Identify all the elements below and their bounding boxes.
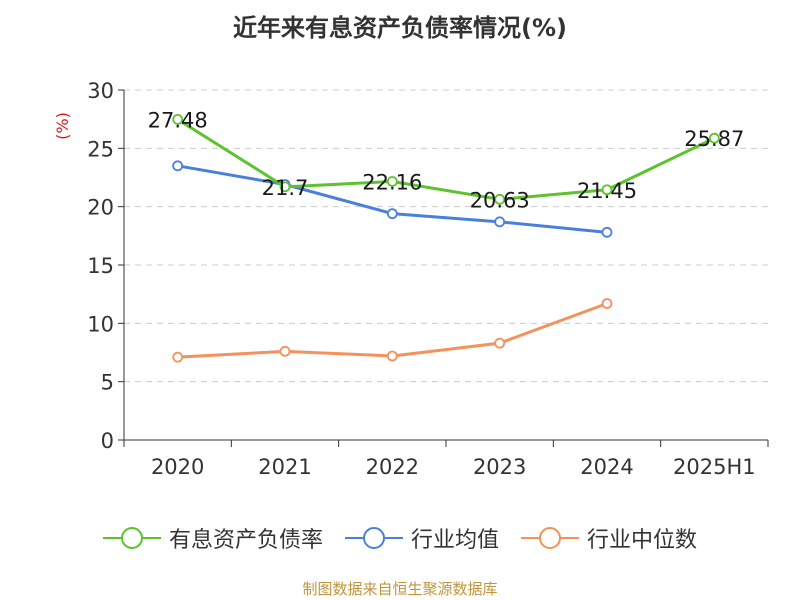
data-label: 27.48: [148, 108, 208, 132]
y-tick-label: 30: [87, 79, 114, 103]
data-point: [601, 226, 613, 238]
y-tick-label: 25: [87, 137, 114, 161]
data-point: [601, 298, 613, 309]
legend-label: 行业中位数: [587, 528, 698, 553]
x-tick-label: 2020: [151, 455, 204, 479]
series-line-0: [176, 118, 715, 201]
data-point: [494, 337, 506, 349]
legend-item[interactable]: 有息资产负债率: [102, 522, 323, 554]
x-tick-label: 2025H1: [673, 455, 756, 479]
data-point: [386, 176, 398, 187]
series-line-2: [177, 302, 608, 359]
data-point: [172, 160, 184, 172]
x-tick-label: 2023: [473, 455, 526, 479]
data-label: 25.87: [684, 127, 744, 151]
legend: 有息资产负债率 行业均值 行业中位数: [0, 518, 800, 558]
chart-title: 近年来有息资产负债率情况(%): [233, 14, 567, 42]
y-axis-label: (%): [53, 112, 72, 140]
legend-symbol: [102, 526, 161, 550]
data-label: 20.63: [470, 188, 530, 212]
y-tick-label: 5: [101, 371, 114, 395]
legend-item[interactable]: 行业中位数: [521, 522, 697, 554]
data-point: [708, 132, 720, 144]
source-note: 制图数据来自恒生聚源数据库: [302, 580, 498, 598]
x-tick-label: 2021: [258, 455, 311, 479]
x-tick-label: 2022: [366, 455, 419, 479]
data-label: 21.45: [577, 179, 637, 203]
data-label: 21.7: [262, 176, 309, 200]
data-point: [494, 193, 506, 205]
y-tick-label: 0: [101, 429, 114, 453]
data-point: [279, 345, 291, 357]
data-point: [494, 216, 506, 228]
legend-symbol: [521, 526, 579, 550]
data-point: [172, 114, 184, 125]
legend-label: 行业均值: [410, 528, 499, 553]
legend-symbol: [344, 526, 403, 550]
x-tick-label: 2024: [580, 455, 633, 479]
data-label: 22.16: [362, 170, 422, 194]
y-tick-label: 15: [87, 254, 114, 278]
data-point: [279, 181, 291, 193]
legend-label: 有息资产负债率: [168, 528, 323, 553]
y-tick-label: 20: [87, 196, 114, 220]
data-point: [172, 351, 184, 363]
legend-item[interactable]: 行业均值: [344, 522, 499, 554]
y-tick-label: 10: [87, 312, 114, 336]
data-point: [386, 208, 398, 220]
data-point: [386, 350, 398, 362]
data-point: [601, 184, 613, 196]
